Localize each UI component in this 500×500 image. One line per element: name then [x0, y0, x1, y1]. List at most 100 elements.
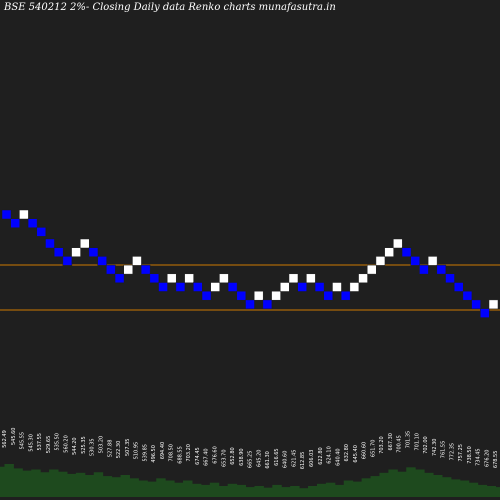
volume-bar — [459, 480, 470, 497]
renko-brick-down — [88, 247, 99, 257]
renko-brick-down — [45, 238, 55, 249]
volume-bar — [102, 476, 113, 497]
tick-label: 667.30 — [388, 433, 394, 451]
tick-label: 665.25 — [248, 451, 254, 468]
tick-label: 622.80 — [318, 447, 324, 465]
volume-bar — [299, 488, 309, 497]
renko-brick-up — [375, 256, 386, 266]
renko-brick-up — [393, 238, 403, 249]
tick-labels: 562.49 545.60 545.55 545.30 537.55 529.65 535.… — [2, 428, 499, 470]
tick-label: 530.35 — [90, 439, 96, 457]
volume-bar — [388, 469, 398, 497]
renko-brick-up — [19, 209, 29, 220]
tick-label: 661.30 — [265, 451, 271, 469]
tick-label: 510.95 — [134, 442, 140, 460]
renko-brick-down — [340, 290, 351, 301]
volume-bar — [450, 479, 461, 497]
tick-label: 703.20 — [186, 444, 192, 462]
tick-label: 525.35 — [81, 436, 87, 454]
volume-bar — [200, 484, 211, 497]
volume-bar — [111, 477, 122, 497]
volume-bar — [138, 480, 148, 497]
volume-bar — [75, 472, 86, 497]
renko-brick-up — [306, 273, 316, 284]
tick-label: 678.55 — [493, 451, 499, 468]
volume-bar — [165, 480, 175, 497]
volume-bar — [334, 484, 345, 497]
tick-label: 545.55 — [20, 432, 26, 450]
volume-bar — [468, 482, 479, 497]
renko-brick-down — [149, 273, 160, 284]
tick-label: 700.45 — [397, 435, 403, 453]
volume-bars — [0, 464, 500, 497]
volume-bar — [308, 486, 318, 497]
renko-brick-down — [175, 282, 186, 292]
tick-label: 701.35 — [406, 431, 412, 449]
renko-brick-down — [193, 282, 203, 292]
tick-label: 701.10 — [414, 433, 420, 451]
renko-brick-down — [262, 299, 273, 310]
volume-bar — [477, 484, 488, 497]
renko-brick-down — [140, 264, 151, 275]
tick-label: 507.35 — [125, 439, 131, 457]
volume-bar — [129, 478, 139, 497]
volume-bar — [40, 472, 50, 497]
volume-bar — [245, 487, 255, 497]
volume-bar — [495, 487, 500, 497]
volume-bar — [281, 487, 291, 497]
tick-label: 535.50 — [55, 433, 61, 451]
renko-brick-up — [210, 282, 220, 292]
tick-label: 653.70 — [221, 450, 227, 468]
volume-bar — [379, 472, 389, 497]
tick-label: 529.65 — [46, 436, 52, 454]
volume-bar — [406, 467, 416, 497]
renko-brick-up — [349, 282, 360, 292]
tick-label: 676.20 — [484, 450, 490, 468]
volume-bar — [156, 478, 166, 497]
volume-bar — [183, 480, 193, 497]
tick-label: 537.55 — [37, 433, 43, 451]
volume-bar — [397, 471, 407, 497]
renko-brick-down — [158, 282, 168, 292]
tick-label: 676.60 — [213, 446, 219, 464]
renko-brick-up — [332, 282, 342, 292]
renko-brick-up — [71, 247, 81, 257]
tick-label: 652.80 — [230, 447, 236, 465]
renko-brick-down — [97, 256, 107, 266]
renko-brick-down — [462, 290, 473, 301]
renko-brick-down — [297, 282, 307, 292]
volume-bar — [415, 469, 425, 497]
volume-bar — [13, 468, 23, 497]
renko-brick-down — [480, 308, 490, 318]
renko-brick-down — [27, 218, 38, 228]
tick-label: 545.30 — [28, 434, 34, 452]
volume-bar — [49, 469, 59, 497]
tick-label: 742.30 — [432, 439, 438, 457]
volume-bar — [227, 483, 238, 497]
volume-bar — [31, 469, 41, 497]
volume-bar — [441, 477, 452, 497]
tick-label: 694.40 — [160, 442, 166, 460]
tick-label: 651.70 — [370, 440, 376, 458]
tick-label: 640.40 — [335, 448, 341, 466]
renko-brick-down — [436, 264, 447, 275]
renko-brick-down — [323, 290, 334, 301]
renko-brick-down — [1, 209, 12, 220]
tick-label: 645.20 — [256, 450, 262, 468]
volume-bar — [361, 478, 372, 497]
volume-bar — [218, 486, 229, 497]
renko-brick-up — [166, 273, 177, 284]
tick-label: 645.40 — [353, 445, 359, 463]
renko-brick-down — [314, 282, 325, 292]
volume-bar — [93, 472, 104, 497]
tick-label: 660.60 — [362, 442, 368, 460]
tick-label: 702.00 — [423, 436, 429, 454]
renko-brick-up — [427, 256, 438, 266]
renko-brick-down — [227, 282, 238, 292]
tick-label: 503.20 — [98, 436, 104, 454]
renko-brick-up — [271, 290, 281, 301]
tick-label: 757.25 — [458, 444, 464, 462]
renko-brick-down — [445, 273, 455, 284]
renko-brick-down — [62, 256, 73, 266]
